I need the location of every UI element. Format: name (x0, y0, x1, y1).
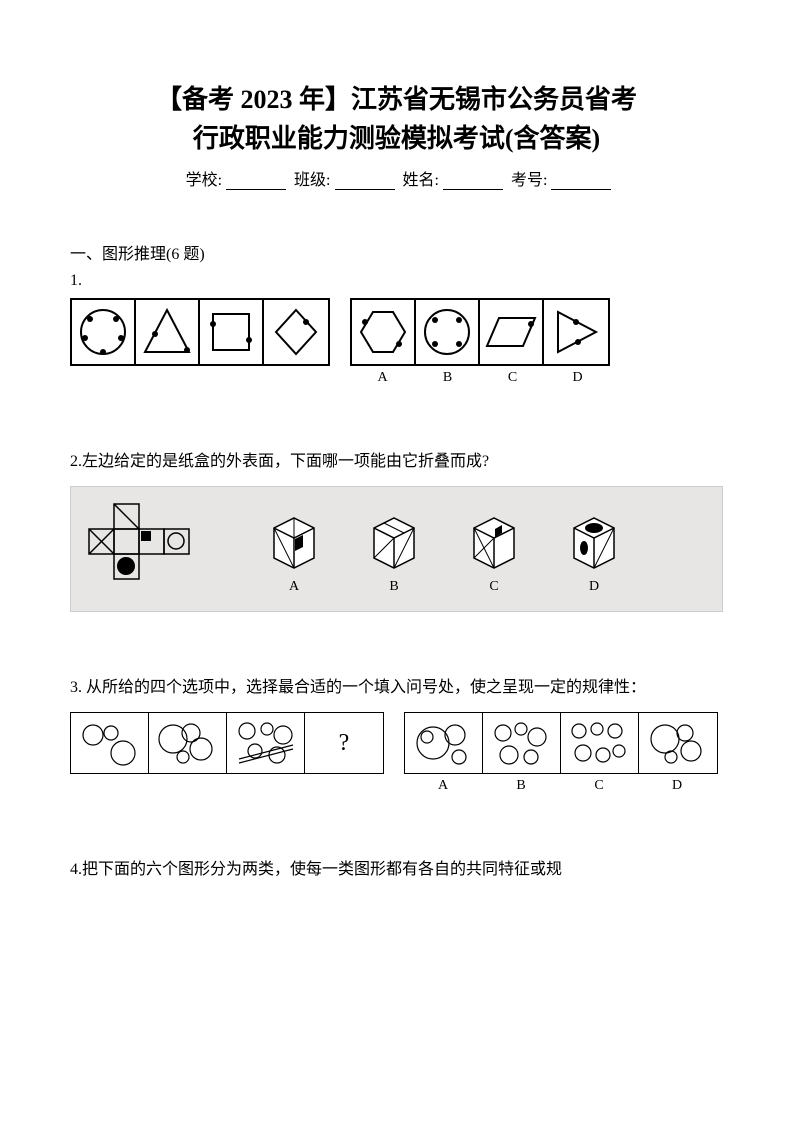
name-blank (443, 174, 503, 190)
q3-opt-c (561, 713, 639, 773)
q2-label-a: A (289, 579, 299, 595)
q1-label-c: C (480, 370, 545, 386)
q3-right-panel: A B C D (404, 712, 718, 794)
q2-label-c: C (489, 579, 498, 595)
q3-label-a: A (404, 778, 482, 794)
q3-text: 3. 从所给的四个选项中，选择最合适的一个填入问号处，使之呈现一定的规律性： (70, 672, 723, 704)
q2-opt-a: A (259, 503, 329, 595)
q3-left-1 (71, 713, 149, 773)
q2-options: A B (259, 503, 714, 595)
q1-label-d: D (545, 370, 610, 386)
q2-text: 2.左边给定的是纸盒的外表面，下面哪一项能由它折叠而成? (70, 446, 723, 478)
page-title: 【备考 2023 年】江苏省无锡市公务员省考 行政职业能力测验模拟考试(含答案) (70, 80, 723, 158)
q1-left-4 (264, 300, 328, 364)
examno-label: 考号: (511, 166, 547, 190)
q3-opt-d (639, 713, 717, 773)
q1-figure: A B C D (70, 298, 723, 386)
title-line-2: 行政职业能力测验模拟考试(含答案) (70, 119, 723, 158)
class-label: 班级: (294, 166, 330, 190)
q3-left-4: ? (305, 713, 383, 773)
class-blank (335, 174, 395, 190)
q3-figure: ? (70, 712, 723, 794)
q3-left-3 (227, 713, 305, 773)
q2-figure: A B (70, 486, 723, 612)
q1-label-a: A (350, 370, 415, 386)
q1-opt-d (544, 300, 608, 364)
q1-left-1 (72, 300, 136, 364)
q1-left-panel (70, 298, 330, 366)
q3-left-2 (149, 713, 227, 773)
q1-opt-b (416, 300, 480, 364)
q3-opt-a (405, 713, 483, 773)
q2-label-b: B (389, 579, 398, 595)
q4-text: 4.把下面的六个图形分为两类，使每一类图形都有各自的共同特征或规 (70, 854, 723, 886)
q1-right-panel: A B C D (350, 298, 610, 386)
section-1-heading: 一、图形推理(6 题) (70, 240, 723, 264)
q1-label-b: B (415, 370, 480, 386)
question-mark: ? (339, 730, 350, 757)
examno-blank (551, 174, 611, 190)
q3-label-c: C (560, 778, 638, 794)
q3-label-b: B (482, 778, 560, 794)
q2-opt-b: B (359, 503, 429, 595)
q1-opt-c (480, 300, 544, 364)
q2-label-d: D (589, 579, 599, 595)
q1-left-2 (136, 300, 200, 364)
q1-number: 1. (70, 272, 723, 290)
name-label: 姓名: (403, 166, 439, 190)
q3-label-d: D (638, 778, 716, 794)
school-label: 学校: (186, 166, 222, 190)
q2-net-diagram (79, 499, 229, 599)
q2-opt-d: D (559, 503, 629, 595)
q2-opt-c: C (459, 503, 529, 595)
q1-left-3 (200, 300, 264, 364)
q3-left-panel: ? (70, 712, 384, 774)
student-info-row: 学校: 班级: 姓名: 考号: (70, 166, 723, 190)
q3-opt-b (483, 713, 561, 773)
title-line-1: 【备考 2023 年】江苏省无锡市公务员省考 (70, 80, 723, 119)
school-blank (226, 174, 286, 190)
q1-opt-a (352, 300, 416, 364)
